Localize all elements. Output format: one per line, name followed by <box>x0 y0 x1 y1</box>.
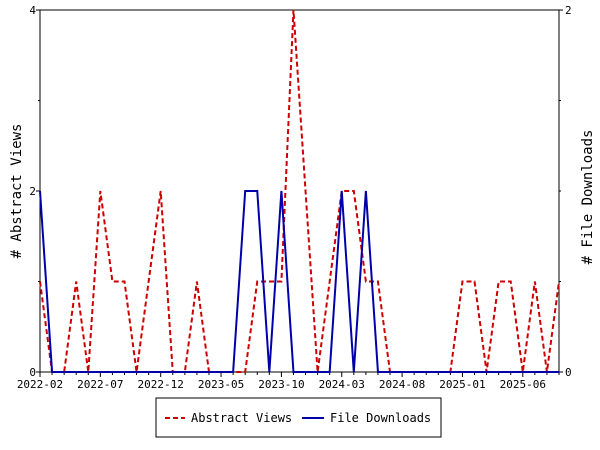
y-left-tick-label: 0 <box>29 366 36 379</box>
legend-label-file-downloads: File Downloads <box>330 411 431 425</box>
x-tick-label: 2022-12 <box>138 378 184 391</box>
legend-label-abstract-views: Abstract Views <box>191 411 292 425</box>
series-line-abstract-views <box>39 9 560 373</box>
y-right-tick-label: 0 <box>565 366 572 379</box>
y-axis-right-title: # File Downloads <box>580 130 596 265</box>
series-line-file-downloads <box>39 190 559 373</box>
x-tick-label: 2024-08 <box>379 378 425 391</box>
x-tick-label: 2024-03 <box>319 378 365 391</box>
x-tick-label: 2023-10 <box>258 378 304 391</box>
y-left-tick-label: 2 <box>29 185 36 198</box>
legend-box <box>155 397 442 438</box>
legend: Abstract Views File Downloads <box>155 397 442 438</box>
x-tick-label: 2023-05 <box>198 378 244 391</box>
plot-area <box>39 9 560 373</box>
y-right-tick-label: 2 <box>565 4 572 17</box>
x-tick-label: 2022-07 <box>77 378 123 391</box>
y-axis-left-title: # Abstract Views <box>9 124 25 259</box>
x-tick-label: 2022-02 <box>17 378 63 391</box>
y-left-tick-label: 4 <box>29 4 36 17</box>
x-tick-label: 2025-06 <box>500 378 546 391</box>
series-layer <box>39 9 560 373</box>
axes: 2022-02 2022-07 2022-12 2023-05 2023-10 2024-… <box>17 4 572 391</box>
x-tick-label: 2025-01 <box>439 378 485 391</box>
